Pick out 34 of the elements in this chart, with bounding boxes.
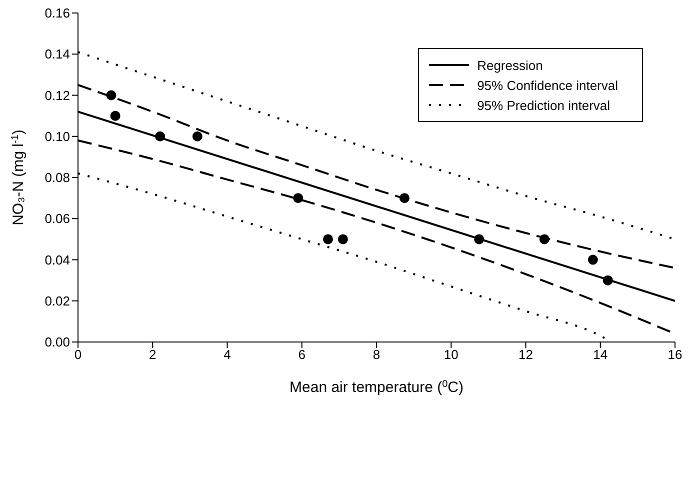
x-tick-label: 0 — [74, 347, 82, 362]
x-tick-label: 6 — [298, 347, 306, 362]
y-tick-label: 0.04 — [44, 252, 70, 268]
y-tick-label: 0.10 — [44, 128, 70, 144]
legend-label: 95% Prediction interval — [477, 98, 610, 112]
x-tick-label: 12 — [518, 347, 533, 362]
point — [588, 254, 598, 265]
y-tick-label: 0.00 — [44, 334, 70, 350]
x-tick-label: 2 — [149, 347, 156, 362]
y-tick-label: 0.08 — [44, 170, 70, 186]
y-tick-label: 0.12 — [44, 88, 70, 103]
x-tick-label: 14 — [593, 347, 608, 362]
point — [106, 90, 116, 100]
point — [293, 193, 304, 204]
legend-label: Regression — [477, 58, 543, 72]
y-tick-label: 0.16 — [44, 6, 70, 21]
x-axis-title: Mean air temperature ($^{0}$C) — [290, 378, 464, 396]
point — [539, 234, 550, 244]
x-tick-label: 16 — [668, 347, 682, 362]
y-tick-label: 0.06 — [44, 211, 70, 226]
point — [155, 131, 166, 142]
point — [322, 234, 333, 244]
x-tick-label: 10 — [444, 347, 458, 362]
legend-label: 95% Confidence interval — [477, 78, 618, 92]
point — [474, 234, 484, 244]
y-tick-label: 0.14 — [44, 46, 70, 62]
point — [338, 234, 348, 244]
point — [399, 193, 410, 204]
point — [192, 131, 202, 142]
y-tick-label: 0.02 — [44, 293, 70, 308]
x-tick-label: 8 — [372, 347, 380, 362]
point — [602, 275, 613, 286]
point — [110, 110, 120, 121]
x-tick-label: 4 — [224, 347, 231, 362]
